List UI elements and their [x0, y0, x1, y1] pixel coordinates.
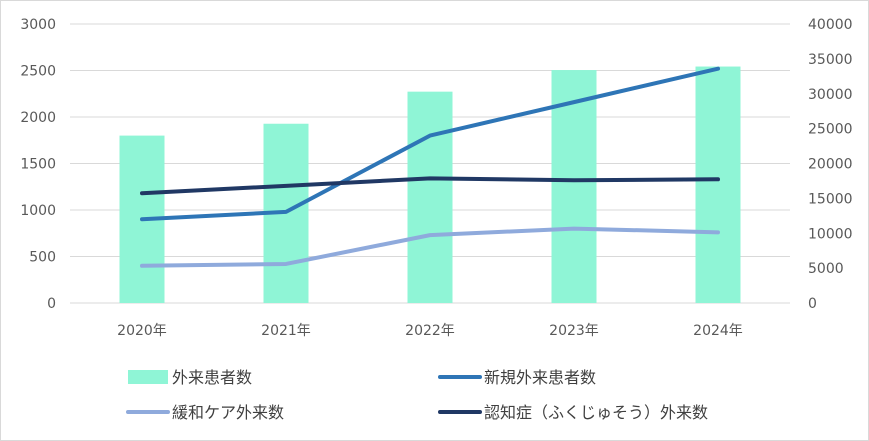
y-right-tick-label: 30000 [808, 87, 853, 103]
x-tick-label: 2024年 [693, 323, 743, 339]
y-left-tick-label: 0 [47, 296, 56, 312]
data-point [429, 234, 431, 236]
y-right-tick-label: 25000 [808, 122, 853, 138]
legend-label: 外来患者数 [172, 368, 252, 387]
data-point [285, 185, 287, 187]
data-point [429, 135, 431, 137]
y-left-tick-label: 500 [29, 250, 56, 266]
y-left-tick-label: 2000 [20, 110, 56, 126]
legend-label: 新規外来患者数 [484, 368, 596, 387]
legend-swatch [128, 370, 168, 384]
legend-label: 緩和ケア外来数 [172, 403, 284, 422]
x-tick-label: 2023年 [549, 323, 599, 339]
data-point [285, 263, 287, 265]
bar-3 [407, 91, 453, 303]
y-right-tick-label: 35000 [808, 52, 853, 68]
data-point [141, 265, 143, 267]
data-point [717, 231, 719, 233]
y-left-tick-label: 1500 [20, 157, 56, 173]
y-left-tick-label: 1000 [20, 203, 56, 219]
data-point [141, 218, 143, 220]
bar-5 [695, 66, 741, 303]
y-right-tick-label: 10000 [808, 226, 853, 242]
data-point [573, 228, 575, 230]
y-right-tick-label: 20000 [808, 157, 853, 173]
data-point [573, 101, 575, 103]
legend-label: 認知症（ふくじゅそう）外来数 [484, 403, 708, 422]
bar-4 [551, 70, 597, 303]
y-right-tick-label: 0 [808, 296, 817, 312]
y-right-tick-label: 40000 [808, 17, 853, 33]
data-point [285, 211, 287, 213]
data-point [573, 179, 575, 181]
data-point [429, 177, 431, 179]
y-right-tick-label: 5000 [808, 261, 844, 277]
data-point [141, 192, 143, 194]
data-point [717, 68, 719, 70]
data-point [717, 178, 719, 180]
y-left-tick-label: 2500 [20, 64, 56, 80]
y-right-tick-label: 15000 [808, 191, 853, 207]
x-tick-label: 2022年 [405, 323, 455, 339]
x-tick-label: 2021年 [261, 323, 311, 339]
x-tick-label: 2020年 [117, 323, 167, 339]
y-left-tick-label: 3000 [20, 17, 56, 33]
